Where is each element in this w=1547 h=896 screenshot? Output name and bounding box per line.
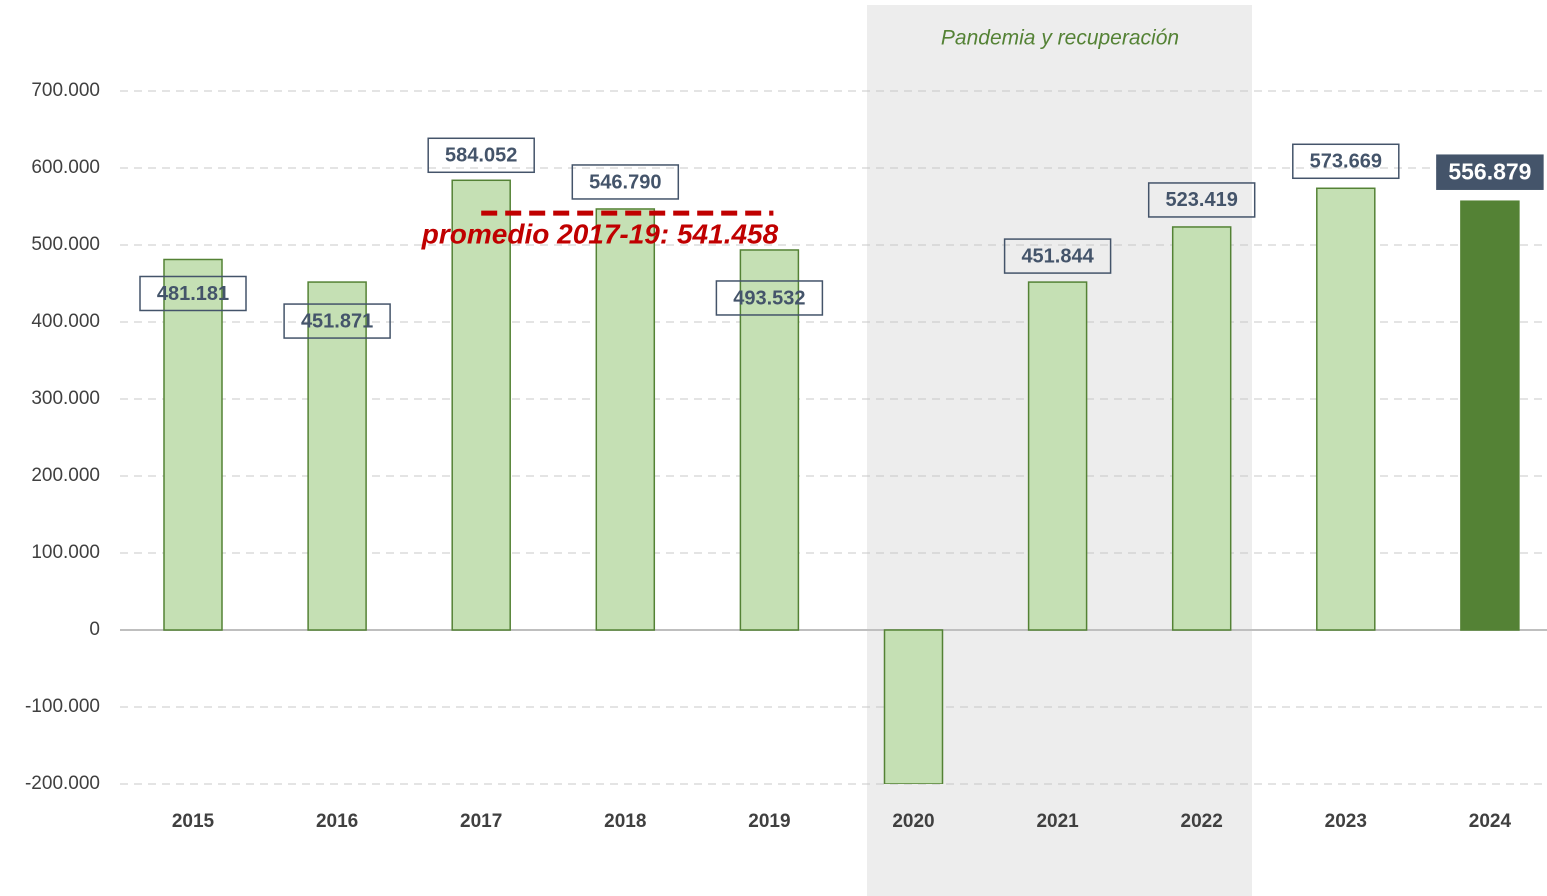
bar xyxy=(1027,281,1088,631)
value-label-box xyxy=(283,303,391,339)
bar xyxy=(451,179,511,631)
value-label: 584.052 xyxy=(445,145,517,167)
value-label: 523.419 xyxy=(1166,189,1238,211)
x-tick-label: 2015 xyxy=(172,811,215,832)
x-tick-label: 2021 xyxy=(1036,811,1079,832)
x-tick-label: 2024 xyxy=(1469,811,1512,832)
value-label-box xyxy=(139,275,247,312)
y-tick-label: 200.000 xyxy=(31,465,100,486)
value-label-box xyxy=(1436,154,1544,190)
value-label: 451.871 xyxy=(301,310,373,332)
value-label: 493.532 xyxy=(733,287,805,309)
value-label: 451.844 xyxy=(1021,245,1094,267)
value-label: 556.879 xyxy=(1448,158,1531,184)
y-tick-label: -100.000 xyxy=(25,696,100,717)
bar xyxy=(739,249,800,631)
x-tick-label: 2022 xyxy=(1181,811,1223,832)
x-tick-label: 2016 xyxy=(316,811,358,832)
x-tick-label: 2020 xyxy=(892,811,934,832)
value-label: 573.669 xyxy=(1310,151,1382,173)
average-label: promedio 2017-19: 541.458 xyxy=(421,218,779,249)
y-tick-label: 400.000 xyxy=(31,311,100,332)
x-tick-label: 2023 xyxy=(1325,811,1367,832)
bar xyxy=(163,258,223,631)
y-tick-label: 500.000 xyxy=(31,234,100,255)
bar xyxy=(1171,226,1232,631)
value-label: 481.181 xyxy=(157,283,229,305)
y-tick-label: 0 xyxy=(89,619,100,640)
bar xyxy=(1460,200,1520,631)
y-tick-label: 300.000 xyxy=(31,388,100,409)
value-label-box xyxy=(1292,143,1400,180)
annotation: Pandemia y recuperación xyxy=(941,27,1179,50)
value-label-box xyxy=(715,280,824,316)
value-label-box xyxy=(571,164,680,200)
value-label: 546.790 xyxy=(589,171,661,193)
value-label-box xyxy=(1147,182,1256,218)
x-tick-label: 2018 xyxy=(604,811,646,832)
y-tick-label: 100.000 xyxy=(31,542,100,563)
y-tick-label: 600.000 xyxy=(31,157,100,178)
bar xyxy=(307,281,367,631)
x-tick-label: 2019 xyxy=(748,811,790,832)
x-tick-label: 2017 xyxy=(460,811,502,832)
bar xyxy=(883,629,944,784)
bar xyxy=(1316,187,1376,631)
y-tick-label: -200.000 xyxy=(25,773,100,794)
y-tick-label: 700.000 xyxy=(31,80,100,101)
value-label-box xyxy=(427,137,535,174)
bar xyxy=(595,208,656,631)
value-label-box xyxy=(1003,238,1112,274)
